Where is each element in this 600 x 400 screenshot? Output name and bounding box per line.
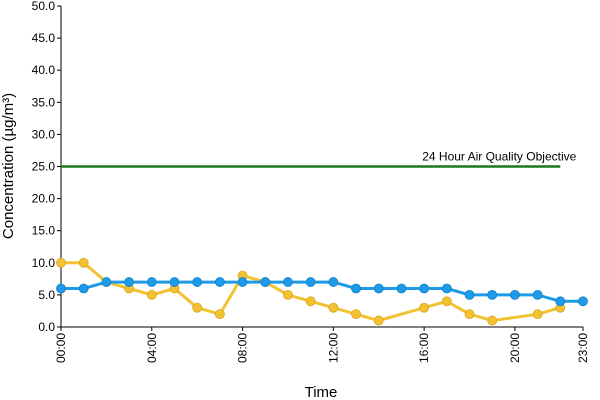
y-tick-label: 50.0 [32, 0, 56, 13]
data-point [373, 315, 384, 326]
x-tick-label: 12:00 [326, 333, 340, 363]
data-point [487, 315, 498, 326]
axes: 0.0 5.0 10.0 15.0 20.0 25.0 30.0 35.0 40.0 45.0 50… [32, 0, 590, 363]
y-tick-label: 0.0 [38, 320, 55, 334]
data-point [305, 296, 316, 307]
objective-label: 24 Hour Air Quality Objective [422, 150, 576, 164]
y-tick-label: 35.0 [32, 95, 56, 109]
data-point [169, 277, 180, 287]
y-tick-label: 15.0 [32, 224, 56, 238]
data-point [283, 277, 293, 287]
y-tick-label: 25.0 [32, 160, 56, 174]
data-point [283, 289, 293, 300]
data-point [487, 289, 498, 300]
data-point [555, 296, 566, 307]
data-point [464, 289, 475, 300]
x-tick-label: 00:00 [54, 333, 68, 363]
y-tick-label: 30.0 [32, 127, 56, 141]
objective-group: 24 Hour Air Quality Objective [61, 150, 577, 168]
data-point [78, 283, 89, 294]
data-point [192, 277, 203, 287]
data-point [578, 296, 588, 307]
series-2 [56, 277, 588, 307]
x-tick-label: 04:00 [145, 333, 159, 363]
data-point [328, 302, 339, 313]
data-point [532, 309, 543, 320]
data-point [532, 289, 543, 300]
series-group [56, 257, 588, 326]
data-point [328, 277, 339, 287]
data-point [214, 309, 225, 320]
x-tick-label: 23:00 [576, 333, 590, 363]
data-point [124, 277, 134, 287]
y-tick-label: 10.0 [32, 256, 56, 270]
data-point [56, 283, 66, 294]
data-point [146, 289, 157, 300]
y-tick-label: 40.0 [32, 63, 56, 77]
data-point [510, 289, 520, 300]
data-point [78, 257, 89, 268]
x-axis-title: Time [305, 384, 338, 400]
data-point [305, 277, 316, 287]
y-tick-label: 5.0 [38, 288, 55, 302]
data-point [373, 283, 384, 294]
data-point [192, 302, 203, 313]
data-point [101, 277, 112, 287]
data-point [260, 277, 271, 287]
data-point [441, 283, 452, 294]
data-point [214, 277, 225, 287]
data-point [351, 309, 361, 320]
data-point [351, 283, 361, 294]
data-point [237, 277, 248, 287]
y-tick-label: 45.0 [32, 31, 56, 45]
data-point [396, 283, 407, 294]
y-tick-label: 20.0 [32, 192, 56, 206]
series-line [61, 261, 561, 323]
x-tick-label: 08:00 [236, 333, 250, 363]
data-point [464, 309, 475, 320]
data-point [419, 283, 430, 294]
data-point [419, 302, 430, 313]
y-axis-title: Concentration (µg/m³) [0, 93, 17, 239]
data-point [441, 296, 452, 307]
x-tick-label: 20:00 [508, 333, 522, 363]
data-point [56, 257, 66, 268]
data-point [146, 277, 157, 287]
x-tick-label: 16:00 [417, 333, 431, 363]
